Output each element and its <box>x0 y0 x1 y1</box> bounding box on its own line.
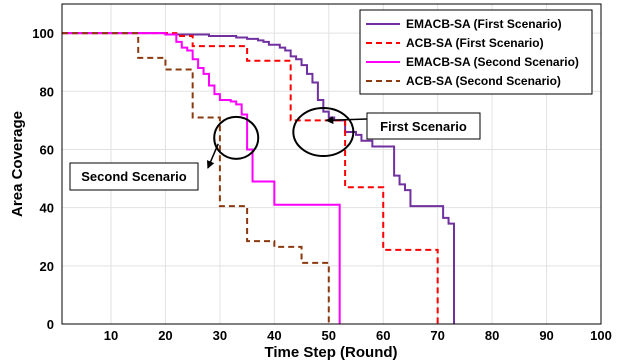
series-line-2 <box>62 32 341 324</box>
x-axis-label: Time Step (Round) <box>264 344 397 361</box>
y-axis-label: Area Coverage <box>9 111 26 217</box>
annotation-ellipse-second <box>213 115 260 160</box>
annotation-box-second <box>69 162 199 191</box>
annotations: First Scenario Second Scenario <box>69 107 481 191</box>
y-tick-label-1: 20 <box>40 259 54 274</box>
legend-label-1: ACB-SA (First Scenario) <box>406 36 544 50</box>
annotation-arrow-first <box>325 116 368 125</box>
y-tick-label-4: 80 <box>40 84 54 99</box>
annotation-arrow-second <box>206 143 219 169</box>
x-tick-label-5: 60 <box>376 328 390 343</box>
x-tick-label-4: 50 <box>322 328 336 343</box>
series-line-0 <box>62 32 455 324</box>
x-tick-label-9: 100 <box>590 328 612 343</box>
x-tick-label-7: 80 <box>485 328 499 343</box>
x-tick-label-0: 10 <box>104 328 118 343</box>
series-layer <box>62 32 455 324</box>
series-line-3 <box>62 32 330 324</box>
legend-label-3: ACB-SA (Second Scenario) <box>406 74 561 88</box>
annotation-ellipse-first <box>292 107 355 157</box>
x-tick-label-8: 90 <box>539 328 553 343</box>
annotation-label-first: First Scenario <box>380 119 467 134</box>
legend: EMACB-SA (First Scenario) ACB-SA (First S… <box>359 9 593 95</box>
x-tick-label-3: 40 <box>267 328 281 343</box>
x-tick-label-1: 20 <box>158 328 172 343</box>
tick-labels: 10 20 30 40 50 60 70 80 90 100 0 20 40 60 80 100 <box>32 26 612 343</box>
y-tick-label-5: 100 <box>32 26 54 41</box>
x-tick-label-2: 30 <box>213 328 227 343</box>
legend-label-0: EMACB-SA (First Scenario) <box>406 17 562 31</box>
plot-frame <box>61 3 602 325</box>
series-line-1 <box>62 32 439 324</box>
y-tick-label-3: 60 <box>40 142 54 157</box>
y-tick-label-2: 40 <box>40 201 54 216</box>
y-tick-label-0: 0 <box>47 317 54 332</box>
annotation-box-first <box>366 112 481 140</box>
x-tick-label-6: 70 <box>430 328 444 343</box>
legend-label-2: EMACB-SA (Second Scenario) <box>406 55 579 69</box>
annotation-label-second: Second Scenario <box>81 169 187 184</box>
